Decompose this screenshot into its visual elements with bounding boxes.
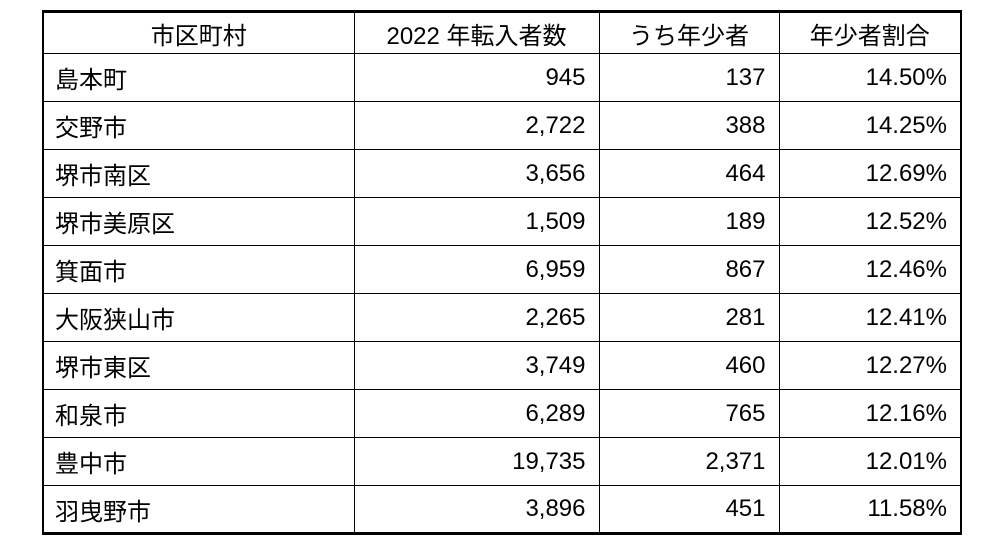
ratio-cell: 12.52%	[778, 197, 962, 246]
movers-cell: 6,959	[353, 245, 600, 294]
ratio-cell: 12.01%	[778, 437, 962, 486]
municipality-cell: 堺市南区	[42, 149, 355, 198]
header-row: 市区町村 2022 年転入者数 うち年少者 年少者割合	[42, 11, 962, 54]
table-row: 箕面市 6,959 867 12.46%	[42, 245, 962, 294]
municipality-cell: 箕面市	[42, 245, 355, 294]
movers-cell: 6,289	[353, 389, 600, 438]
movers-cell: 19,735	[353, 437, 600, 486]
ratio-cell: 12.69%	[778, 149, 962, 198]
minors-cell: 451	[598, 485, 780, 534]
ratio-cell: 14.25%	[778, 101, 962, 150]
ratio-cell: 12.16%	[778, 389, 962, 438]
movers-cell: 3,656	[353, 149, 600, 198]
municipality-cell: 島本町	[42, 53, 355, 102]
minors-cell: 765	[598, 389, 780, 438]
municipality-cell: 和泉市	[42, 389, 355, 438]
ratio-cell: 14.50%	[778, 53, 962, 102]
table-header: 市区町村 2022 年転入者数 うち年少者 年少者割合	[42, 11, 962, 54]
minors-cell: 281	[598, 293, 780, 342]
header-movers-2022: 2022 年転入者数	[353, 11, 600, 54]
municipality-cell: 豊中市	[42, 437, 355, 486]
minors-cell: 137	[598, 53, 780, 102]
table-row: 堺市南区 3,656 464 12.69%	[42, 149, 962, 198]
ratio-cell: 12.41%	[778, 293, 962, 342]
table-body: 島本町 945 137 14.50% 交野市 2,722 388 14.25% 堺市南区 3,65…	[42, 53, 962, 534]
movers-cell: 945	[353, 53, 600, 102]
minors-cell: 460	[598, 341, 780, 390]
minors-cell: 2,371	[598, 437, 780, 486]
movers-cell: 3,896	[353, 485, 600, 534]
movers-cell: 1,509	[353, 197, 600, 246]
municipality-cell: 堺市東区	[42, 341, 355, 390]
table-row: 島本町 945 137 14.50%	[42, 53, 962, 102]
municipality-cell: 大阪狭山市	[42, 293, 355, 342]
municipality-cell: 堺市美原区	[42, 197, 355, 246]
ratio-cell: 12.46%	[778, 245, 962, 294]
municipality-cell: 交野市	[42, 101, 355, 150]
minors-cell: 867	[598, 245, 780, 294]
table-row: 豊中市 19,735 2,371 12.01%	[42, 437, 962, 486]
ratio-cell: 12.27%	[778, 341, 962, 390]
table-row: 大阪狭山市 2,265 281 12.41%	[42, 293, 962, 342]
ratio-cell: 11.58%	[778, 485, 962, 534]
header-minor-ratio: 年少者割合	[778, 11, 962, 54]
movers-cell: 2,722	[353, 101, 600, 150]
minors-cell: 189	[598, 197, 780, 246]
header-municipality: 市区町村	[42, 11, 355, 54]
migration-table-container: 市区町村 2022 年転入者数 うち年少者 年少者割合 島本町 945 137 14.…	[42, 10, 962, 535]
migration-table: 市区町村 2022 年転入者数 うち年少者 年少者割合 島本町 945 137 14.…	[42, 10, 962, 535]
municipality-cell: 羽曳野市	[42, 485, 355, 534]
minors-cell: 388	[598, 101, 780, 150]
minors-cell: 464	[598, 149, 780, 198]
movers-cell: 3,749	[353, 341, 600, 390]
table-row: 和泉市 6,289 765 12.16%	[42, 389, 962, 438]
header-minors: うち年少者	[598, 11, 780, 54]
movers-cell: 2,265	[353, 293, 600, 342]
table-row: 堺市東区 3,749 460 12.27%	[42, 341, 962, 390]
table-row: 交野市 2,722 388 14.25%	[42, 101, 962, 150]
table-row: 堺市美原区 1,509 189 12.52%	[42, 197, 962, 246]
table-row: 羽曳野市 3,896 451 11.58%	[42, 485, 962, 534]
